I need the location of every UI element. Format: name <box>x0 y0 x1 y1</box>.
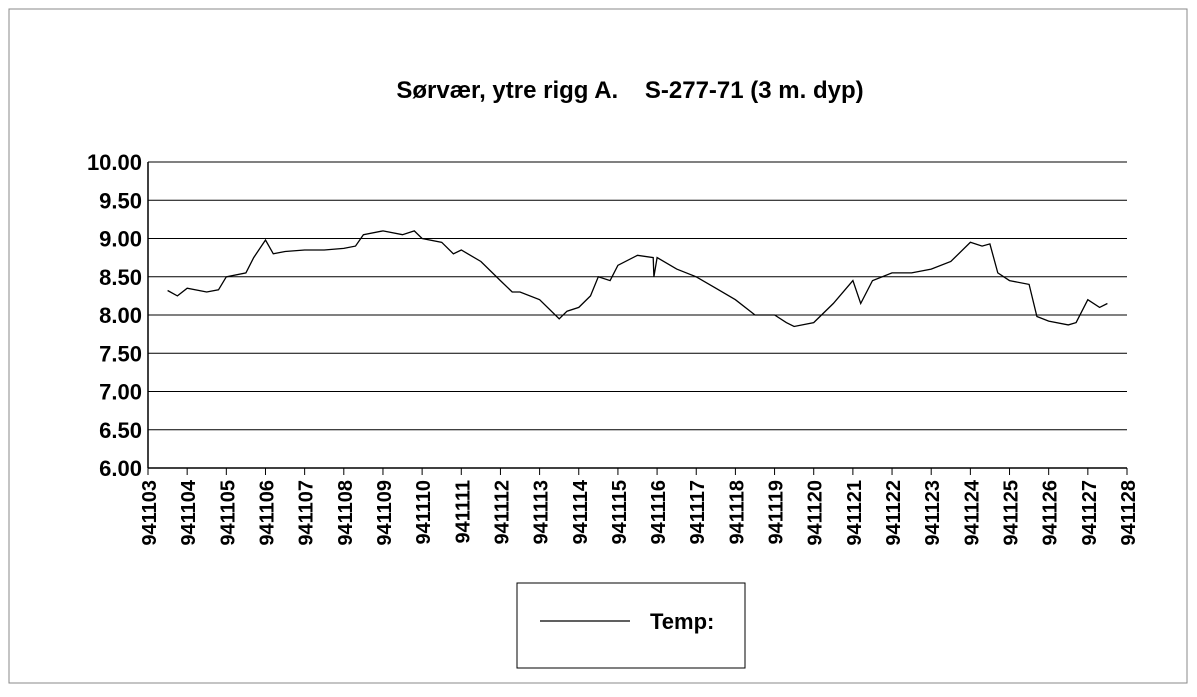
x-tick-label: 941118 <box>726 480 748 545</box>
x-tick-label: 941109 <box>374 480 396 546</box>
x-tick-label: 941116 <box>648 480 670 545</box>
y-tick-label: 10.00 <box>87 150 142 175</box>
x-tick-label: 941114 <box>570 479 592 544</box>
x-tick-label: 941122 <box>883 480 905 546</box>
chart-border <box>8 8 1188 684</box>
y-tick-label: 7.00 <box>99 380 142 405</box>
y-tick-label: 6.50 <box>99 418 142 443</box>
x-tick-label: 941126 <box>1040 480 1062 546</box>
x-tick-label: 941111 <box>452 480 474 543</box>
x-tick-label: 941117 <box>687 480 709 545</box>
y-tick-label: 8.00 <box>99 303 142 328</box>
y-tick-label: 9.50 <box>99 188 142 213</box>
legend-box <box>516 582 746 669</box>
x-tick-label: 941104 <box>178 479 200 546</box>
x-tick-label: 941127 <box>1079 480 1101 546</box>
x-tick-label: 941112 <box>491 480 513 545</box>
y-tick-label: 8.50 <box>99 265 142 290</box>
x-tick-label: 941105 <box>217 480 239 546</box>
data-line <box>167 230 1108 328</box>
legend-label: Temp: <box>650 609 714 634</box>
x-tick-label: 941115 <box>609 480 631 545</box>
y-tick-label: 6.00 <box>99 456 142 481</box>
x-tick-label: 941121 <box>844 480 866 546</box>
x-tick-label: 941125 <box>1001 480 1023 546</box>
y-tick-label: 9.00 <box>99 227 142 252</box>
x-tick-label: 941106 <box>256 480 278 546</box>
x-tick-label: 941103 <box>139 480 161 546</box>
y-tick-label: 7.50 <box>99 341 142 366</box>
x-tick-label: 941113 <box>531 480 553 545</box>
x-tick-label: 941107 <box>296 480 318 546</box>
x-tick-label: 941119 <box>766 480 788 545</box>
x-tick-label: 941110 <box>413 480 435 545</box>
x-tick-label: 941128 <box>1118 480 1140 546</box>
x-tick-label: 941123 <box>922 480 944 546</box>
chart-title: Sørvær, ytre rigg A. S-277-71 (3 m. dyp) <box>396 77 863 104</box>
x-tick-label: 941124 <box>961 479 983 546</box>
x-tick-label: 941108 <box>335 480 357 546</box>
x-tick-label: 941120 <box>805 480 827 546</box>
